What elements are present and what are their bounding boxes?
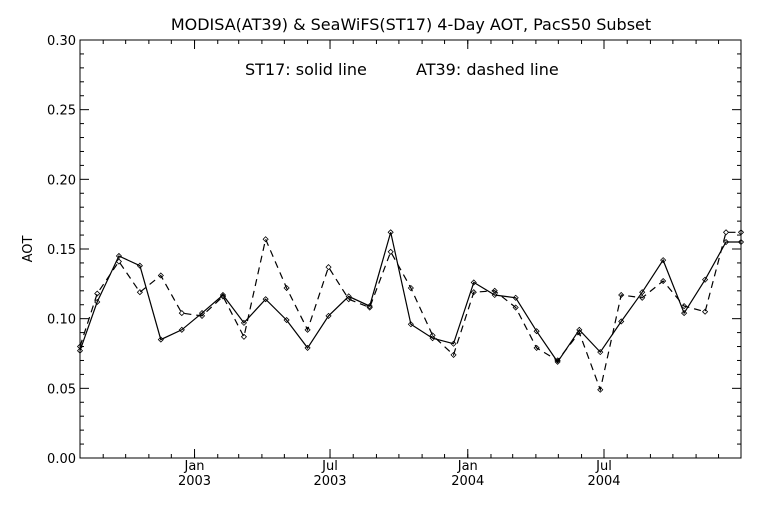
data-point-at39 xyxy=(94,290,101,297)
data-point-st17 xyxy=(450,340,457,347)
data-point-st17 xyxy=(262,296,269,303)
x-tick-year: 2003 xyxy=(313,474,346,489)
data-point-at39 xyxy=(345,296,352,303)
data-point-st17 xyxy=(136,262,143,269)
data-point-at39 xyxy=(597,386,604,393)
data-point-at39 xyxy=(198,312,206,319)
y-tick-label: 0.00 xyxy=(47,452,76,467)
data-point-at39 xyxy=(304,326,311,333)
data-point-st17 xyxy=(76,347,84,354)
x-tick-month: Jan xyxy=(184,459,205,474)
data-point-at39 xyxy=(554,357,561,364)
data-point-at39 xyxy=(387,248,394,255)
data-point-st17 xyxy=(407,321,414,328)
data-point-at39 xyxy=(660,277,667,285)
data-point-at39 xyxy=(157,272,164,279)
y-tick-label: 0.30 xyxy=(47,34,76,49)
data-point-st17 xyxy=(470,279,477,286)
series-layer xyxy=(76,229,745,393)
data-point-st17 xyxy=(533,328,540,335)
data-point-at39 xyxy=(325,264,332,271)
series-line-st17 xyxy=(79,232,741,363)
y-tick-label: 0.20 xyxy=(47,173,76,188)
data-point-st17 xyxy=(387,229,394,236)
x-tick-year: 2004 xyxy=(451,474,484,489)
annotation-solid-line: ST17: solid line xyxy=(245,60,367,79)
data-point-st17 xyxy=(702,276,709,283)
data-point-at39 xyxy=(178,310,185,317)
data-point-st17 xyxy=(681,310,688,317)
data-point-at39 xyxy=(576,329,583,336)
data-point-at39 xyxy=(491,287,498,294)
data-point-at39 xyxy=(136,289,143,296)
plot-frame xyxy=(79,39,742,459)
data-point-st17 xyxy=(491,291,498,299)
annotation-dashed-line: AT39: dashed line xyxy=(416,60,559,79)
data-point-at39 xyxy=(512,304,519,311)
data-point-at39 xyxy=(429,332,436,339)
data-point-at39 xyxy=(737,229,745,236)
data-point-at39 xyxy=(681,303,688,310)
y-tick-label: 0.10 xyxy=(47,313,76,328)
data-point-st17 xyxy=(178,326,185,333)
y-tick-label: 0.05 xyxy=(47,382,76,397)
x-tick-year: 2004 xyxy=(587,474,620,489)
data-point-at39 xyxy=(470,289,477,296)
series-line-at39 xyxy=(79,231,741,392)
data-point-at39 xyxy=(450,351,457,358)
data-point-st17 xyxy=(618,318,625,325)
data-point-at39 xyxy=(618,291,625,299)
data-point-at39 xyxy=(533,344,540,351)
data-point-at39 xyxy=(366,304,373,311)
data-point-at39 xyxy=(262,236,269,243)
data-point-st17 xyxy=(304,344,311,351)
x-tick-month: Jul xyxy=(595,459,612,474)
x-tick-month: Jul xyxy=(321,459,338,474)
data-point-st17 xyxy=(639,289,646,296)
data-point-st17 xyxy=(219,291,227,299)
data-point-st17 xyxy=(345,293,352,300)
x-tick-year: 2003 xyxy=(178,474,211,489)
data-point-at39 xyxy=(115,258,122,265)
data-point-st17 xyxy=(325,312,332,319)
y-tick-label: 0.15 xyxy=(47,243,76,258)
y-axis-label: AOT xyxy=(21,236,36,263)
axes: 0.000.050.100.150.200.250.30Jan2003Jul20… xyxy=(47,34,742,489)
data-point-st17 xyxy=(115,252,122,260)
data-point-at39 xyxy=(219,293,227,300)
data-point-st17 xyxy=(660,257,667,264)
data-point-st17 xyxy=(597,349,604,356)
data-point-st17 xyxy=(722,238,730,246)
series-st17 xyxy=(76,229,745,365)
series-at39 xyxy=(76,229,745,393)
data-point-st17 xyxy=(283,316,290,324)
data-point-at39 xyxy=(407,284,414,292)
x-tick-month: Jan xyxy=(457,459,478,474)
data-point-st17 xyxy=(366,303,373,310)
data-point-at39 xyxy=(702,308,709,315)
data-point-st17 xyxy=(737,238,745,246)
data-point-st17 xyxy=(240,319,248,326)
data-point-at39 xyxy=(639,294,646,301)
y-tick-label: 0.25 xyxy=(47,104,76,119)
data-point-at39 xyxy=(722,229,730,236)
data-point-at39 xyxy=(283,284,290,292)
chart-title: MODISA(AT39) & SeaWiFS(ST17) 4-Day AOT, … xyxy=(171,15,651,34)
data-point-at39 xyxy=(240,333,248,340)
data-point-st17 xyxy=(94,298,101,306)
data-point-at39 xyxy=(76,343,84,350)
data-point-st17 xyxy=(157,336,164,343)
data-point-st17 xyxy=(512,294,519,301)
data-point-st17 xyxy=(429,335,436,342)
